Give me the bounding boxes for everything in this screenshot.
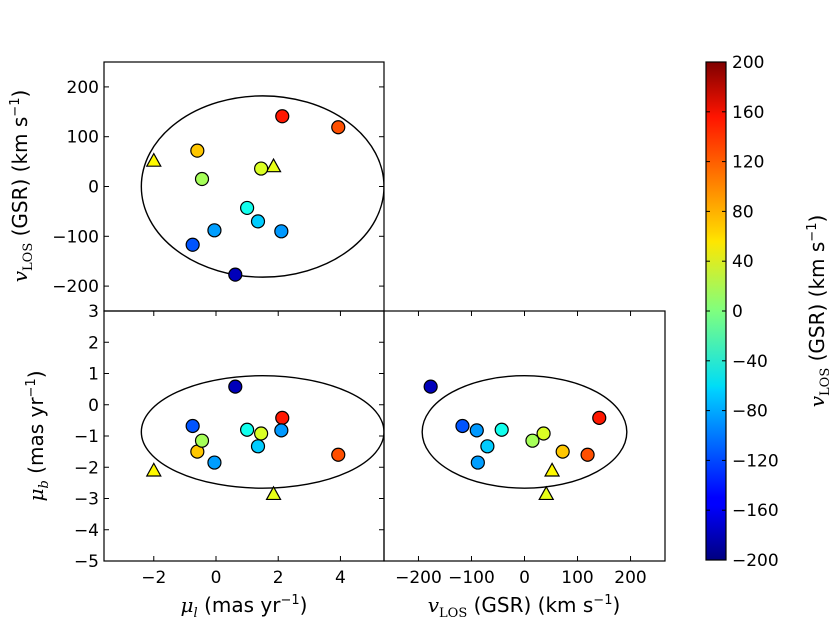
bl-ytick-label: 1	[88, 365, 99, 385]
colorbar-tick-label: −80	[732, 402, 768, 422]
br-star-point	[580, 447, 595, 462]
br-star-point	[536, 426, 551, 441]
colorbar-tick-label: −120	[732, 451, 779, 471]
br-xtick-label: −200	[395, 568, 442, 588]
panel-bottom-left: −5 −4 −3 −2 −1 0 1 2 3 −2 0 2 4	[74, 302, 385, 588]
colorbar-tick-label: −200	[732, 551, 779, 571]
bl-star-point	[274, 423, 289, 438]
bl-star-point	[185, 418, 200, 434]
tl-ytick-label: −200	[52, 277, 99, 297]
bl-star-point	[254, 426, 269, 441]
br-star-point	[480, 439, 495, 454]
tl-star-point	[331, 120, 346, 135]
br-xtick-label: 0	[519, 568, 530, 588]
tl-star-point	[240, 200, 255, 216]
bl-star-point	[194, 433, 210, 448]
bl-ytick-label: 2	[88, 333, 99, 353]
tl-star-point	[250, 214, 266, 229]
br-xtick-label: 200	[614, 568, 646, 588]
br-star-point	[470, 455, 485, 470]
br-star-point	[494, 422, 509, 437]
colorbar-tick-label: −40	[732, 352, 768, 372]
colorbar-tick-label: 120	[732, 153, 764, 173]
tl-star-point	[254, 161, 269, 176]
tl-ytick-label: 0	[88, 178, 99, 198]
colorbar-gradient	[706, 62, 726, 560]
tl-star-point	[275, 109, 290, 124]
bl-star-point	[275, 410, 290, 425]
bl-ytick-label: −2	[74, 458, 99, 478]
bl-star-point	[250, 439, 266, 454]
colorbar: −200 −160 −120 −80 −40 0 40 80 120 160 200	[705, 53, 779, 571]
bl-ytick-label: −4	[74, 521, 99, 541]
br-star-triangle	[538, 485, 555, 501]
colorbar-tick-label: 200	[732, 53, 764, 73]
panel-top-left: −200 −100 0 100 200	[52, 61, 385, 312]
colorbar-label: vLOS (GSR) (km s−1)	[805, 215, 830, 408]
tl-ylabel: vLOS (GSR) (km s−1)	[8, 90, 36, 283]
br-xtick-label: −100	[448, 568, 495, 588]
tl-ytick-label: 200	[67, 78, 99, 98]
br-xlabel: vLOS (GSR) (km s−1)	[428, 593, 621, 621]
tl-ytick-label: 100	[67, 128, 99, 148]
bl-star-triangle	[265, 485, 282, 501]
colorbar-tick-label: 40	[732, 252, 754, 272]
panel-bottom-right: −200 −100 0 100 200	[383, 310, 666, 588]
bl-star-point	[228, 379, 243, 394]
tl-star-triangle	[145, 152, 162, 167]
tl-star-triangle	[265, 157, 282, 173]
bl-ytick-label: 0	[88, 396, 99, 416]
bl-star-point	[331, 447, 346, 462]
br-star-point	[423, 379, 438, 394]
bl-star-point	[207, 455, 222, 470]
panel-top-left-frame	[103, 61, 385, 312]
panel-bottom-right-frame	[383, 310, 666, 562]
br-ellipse	[421, 374, 628, 489]
br-star-point	[469, 423, 484, 438]
tl-star-point	[274, 224, 289, 239]
bl-ytick-label: 3	[88, 302, 99, 322]
colorbar-tick-label: −160	[732, 501, 779, 521]
colorbar-tick-label: 160	[732, 103, 764, 123]
br-xtick-label: 100	[561, 568, 593, 588]
tl-star-point	[207, 223, 222, 238]
bl-xtick-label: −2	[141, 568, 166, 588]
br-star-point	[592, 410, 607, 425]
bl-xtick-label: 0	[211, 568, 222, 588]
tl-star-point	[228, 267, 243, 282]
bl-xtick-label: 4	[335, 568, 346, 588]
colorbar-frame	[705, 61, 727, 561]
tl-star-point	[194, 171, 210, 187]
bl-xlabel: μl (mas yr−1)	[181, 593, 308, 621]
tl-star-point	[185, 237, 200, 252]
tl-ellipse	[140, 95, 384, 278]
br-star-point	[555, 444, 570, 459]
tl-star-point	[190, 143, 205, 158]
bl-ytick-label: −1	[74, 427, 99, 447]
bl-ylabel: μb (mas yr−1)	[24, 370, 52, 501]
bl-star-point	[240, 422, 255, 437]
tl-ytick-label: −100	[52, 227, 99, 247]
bl-star-triangle	[145, 462, 162, 477]
colorbar-tick-label: 80	[732, 202, 754, 222]
br-star-triangle	[544, 462, 561, 477]
colorbar-tick-label: 0	[732, 302, 743, 322]
bl-xtick-label: 2	[273, 568, 284, 588]
bl-ytick-label: −5	[74, 552, 99, 572]
br-star-point	[455, 418, 470, 434]
br-star-point	[525, 433, 540, 448]
bl-ytick-label: −3	[74, 490, 99, 510]
